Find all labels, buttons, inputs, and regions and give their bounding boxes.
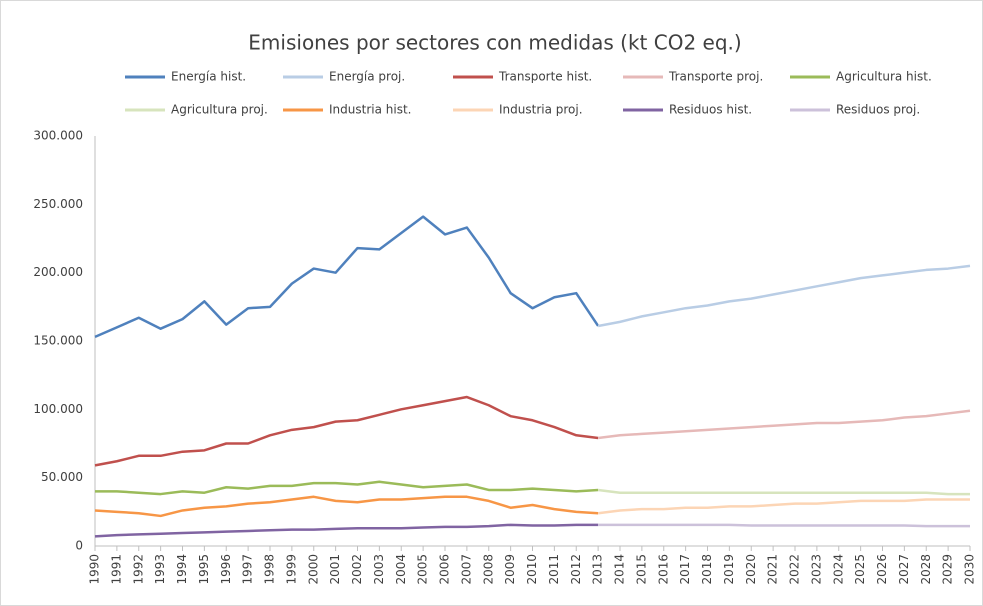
x-tick-label: 2021 — [766, 554, 780, 585]
x-tick-label: 2020 — [744, 554, 758, 585]
x-tick-label: 1991 — [109, 554, 123, 585]
legend-label: Industria proj. — [499, 103, 583, 117]
y-tick-label: 0 — [75, 539, 83, 553]
legend-label: Residuos hist. — [669, 103, 752, 117]
x-tick-label: 1995 — [197, 554, 211, 585]
x-tick-label: 2011 — [547, 554, 561, 585]
series-line — [597, 409, 971, 440]
series-line — [95, 480, 599, 496]
series-line — [94, 395, 599, 467]
legend-label: Transporte hist. — [498, 70, 592, 84]
chart-title: Emisiones por sectores con medidas (kt C… — [248, 31, 741, 55]
x-tick-label: 2030 — [963, 554, 977, 585]
x-tick-label: 2015 — [634, 554, 648, 585]
x-tick-label: 2027 — [897, 554, 911, 585]
y-tick-label: 50.000 — [41, 470, 83, 484]
x-tick-label: 1996 — [219, 554, 233, 585]
x-tick-label: 2025 — [853, 554, 867, 585]
x-tick-label: 2013 — [591, 554, 605, 585]
x-tick-label: 2004 — [394, 554, 408, 585]
series-line — [94, 523, 599, 538]
x-tick-label: 2009 — [503, 554, 517, 585]
x-tick-label: 2014 — [613, 554, 627, 585]
x-tick-label: 2012 — [569, 554, 583, 585]
x-tick-label: 2019 — [722, 554, 736, 585]
legend-label: Agricultura hist. — [836, 70, 932, 84]
x-tick-label: 2017 — [678, 554, 692, 585]
x-tick-label: 1999 — [284, 554, 298, 585]
x-tick-label: 2000 — [306, 554, 320, 585]
x-tick-label: 2005 — [416, 554, 430, 585]
y-tick-label: 100.000 — [33, 402, 83, 416]
legend-label: Residuos proj. — [836, 103, 920, 117]
series-line — [597, 264, 971, 328]
x-tick-label: 2008 — [481, 554, 495, 585]
x-tick-label: 2002 — [350, 554, 364, 585]
legend-label: Transporte proj. — [668, 70, 763, 84]
legend-label: Energía proj. — [329, 70, 405, 84]
x-tick-label: 2029 — [941, 554, 955, 585]
x-tick-label: 2023 — [809, 554, 823, 585]
series-line — [597, 488, 970, 496]
x-tick-label: 1992 — [131, 554, 145, 585]
x-tick-label: 1997 — [241, 554, 255, 585]
x-tick-label: 2016 — [656, 554, 670, 585]
x-tick-label: 2028 — [919, 554, 933, 585]
y-tick-label: 200.000 — [33, 265, 83, 279]
legend-label: Energía hist. — [171, 70, 246, 84]
legend-label: Industria hist. — [329, 103, 411, 117]
x-tick-label: 1994 — [175, 554, 189, 585]
x-tick-label: 1998 — [263, 554, 277, 585]
x-tick-label: 2006 — [438, 554, 452, 585]
x-tick-label: 2024 — [831, 554, 845, 585]
x-tick-label: 2003 — [372, 554, 386, 585]
series-line — [598, 523, 970, 528]
y-tick-label: 150.000 — [33, 334, 83, 348]
y-tick-label: 250.000 — [33, 197, 83, 211]
x-tick-label: 2018 — [700, 554, 714, 585]
x-tick-label: 2010 — [525, 554, 539, 585]
y-tick-label: 300.000 — [33, 129, 83, 143]
x-tick-label: 1990 — [88, 554, 102, 585]
x-tick-label: 2026 — [875, 554, 889, 585]
x-tick-label: 2001 — [328, 554, 342, 585]
legend-label: Agricultura proj. — [171, 103, 268, 117]
x-tick-label: 1993 — [153, 554, 167, 585]
series-line — [597, 498, 970, 515]
x-tick-label: 2007 — [459, 554, 473, 585]
series-line — [94, 495, 599, 518]
series-line — [94, 215, 600, 339]
x-tick-label: 2022 — [788, 554, 802, 585]
